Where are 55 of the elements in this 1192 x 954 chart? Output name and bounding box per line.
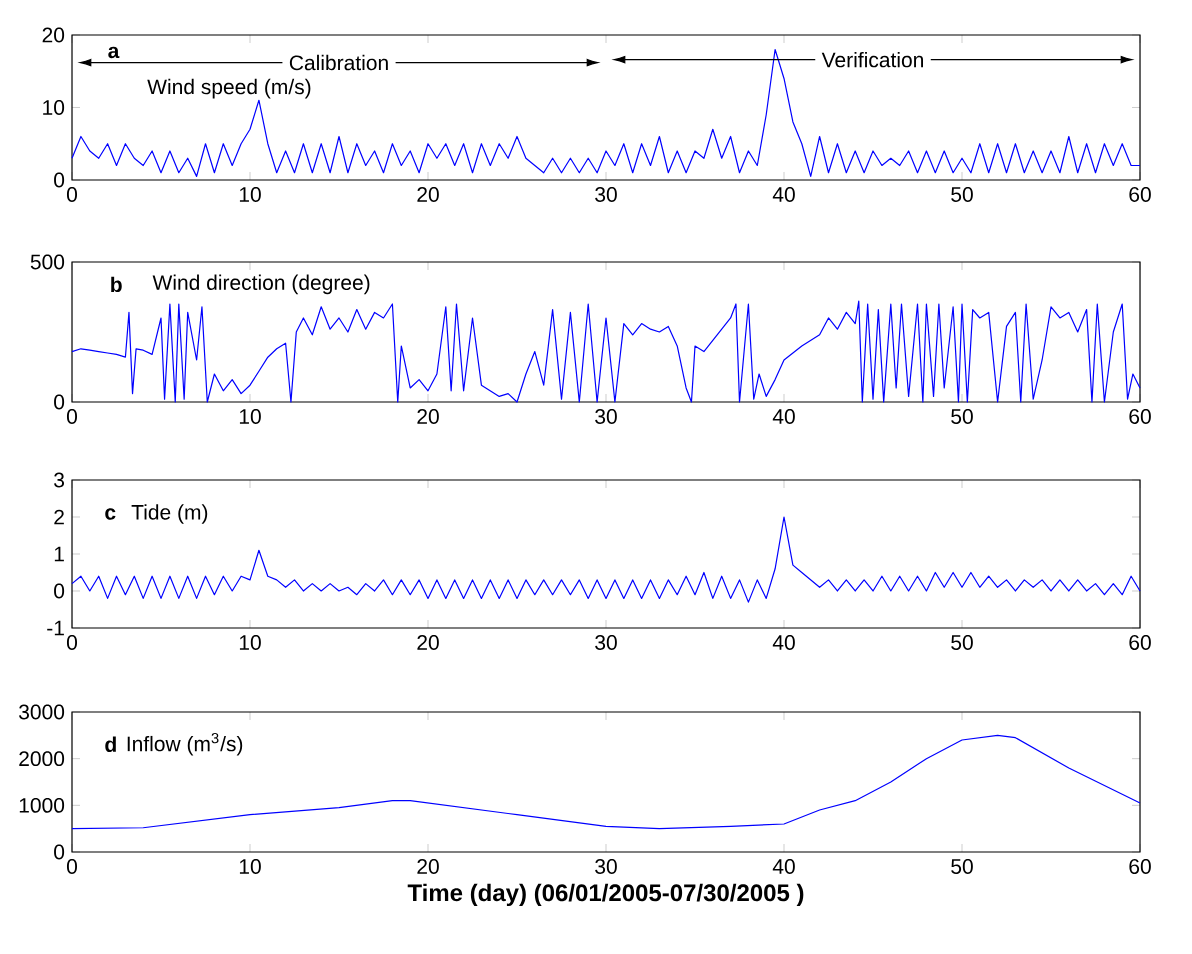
x-tick-label: 40 xyxy=(772,635,795,650)
x-tick-label: 0 xyxy=(66,187,78,202)
x-tick-label: 40 xyxy=(772,187,795,202)
y-tick-label: 3 xyxy=(54,472,65,488)
x-tick-label: 20 xyxy=(417,409,439,424)
x-tick-label: 20 xyxy=(417,635,439,650)
y-tick-label: 1000 xyxy=(19,797,65,813)
annotation: c xyxy=(105,508,116,520)
line-series xyxy=(71,48,1141,177)
y-tick-label: 1 xyxy=(54,546,64,562)
x-tick-label: 10 xyxy=(239,859,261,874)
y-tick-label: 3000 xyxy=(19,704,65,720)
annotation: d xyxy=(105,736,116,752)
text: Wind direction (degree) xyxy=(152,274,370,295)
x-tick-label: 40 xyxy=(772,409,795,424)
y-tick-label: 2 xyxy=(54,509,64,525)
x-tick-label: 0 xyxy=(66,635,78,650)
y-tick-label: 0 xyxy=(54,583,65,599)
annotation: Calibration xyxy=(289,54,388,71)
x-tick-label: 60 xyxy=(1129,635,1151,650)
annotation: a xyxy=(108,46,120,59)
x-tick-label: 20 xyxy=(417,859,439,874)
x-tick-label: 20 xyxy=(417,187,439,202)
x-tick-label: 30 xyxy=(595,187,617,202)
y-tick-label: 10 xyxy=(43,100,65,115)
x-tick-label: 60 xyxy=(1129,409,1151,424)
y-tick-label: 20 xyxy=(42,27,65,43)
x-tick-label: 50 xyxy=(951,635,973,650)
y-tick-label: -1 xyxy=(47,620,64,636)
annotation: Verification xyxy=(821,51,923,68)
line-series xyxy=(71,734,1141,830)
x-tick-label: 30 xyxy=(595,859,617,874)
x-tick-label: 10 xyxy=(239,409,261,424)
x-tick-label: 0 xyxy=(66,859,78,874)
y-tick-label: 0 xyxy=(54,172,65,188)
y-tick-label: 500 xyxy=(30,254,65,270)
x-tick-label: 30 xyxy=(595,635,617,650)
y-tick-label: 0 xyxy=(54,844,65,860)
text: Inflow (m$^{3}$/s) xyxy=(127,732,243,756)
text: Wind speed (m/s) xyxy=(147,78,311,99)
x-tick-label: 50 xyxy=(951,859,973,874)
x-tick-label: 10 xyxy=(239,635,261,650)
x-tick-label: 10 xyxy=(239,187,261,202)
x-tick-label: 50 xyxy=(951,409,973,424)
y-tick-label: 2000 xyxy=(19,751,65,767)
text: Tide (m) xyxy=(131,504,208,524)
x-tick-label: 50 xyxy=(951,187,973,202)
x-axis-title: Time (day) (06/01/2005-07/30/2005 ) xyxy=(407,883,804,907)
x-tick-label: 30 xyxy=(595,409,617,424)
annotation: b xyxy=(111,276,122,293)
x-tick-label: 60 xyxy=(1129,859,1151,874)
y-tick-label: 0 xyxy=(54,394,65,410)
x-tick-label: 0 xyxy=(66,409,78,424)
x-tick-label: 40 xyxy=(772,859,795,874)
x-tick-label: 60 xyxy=(1129,187,1151,202)
